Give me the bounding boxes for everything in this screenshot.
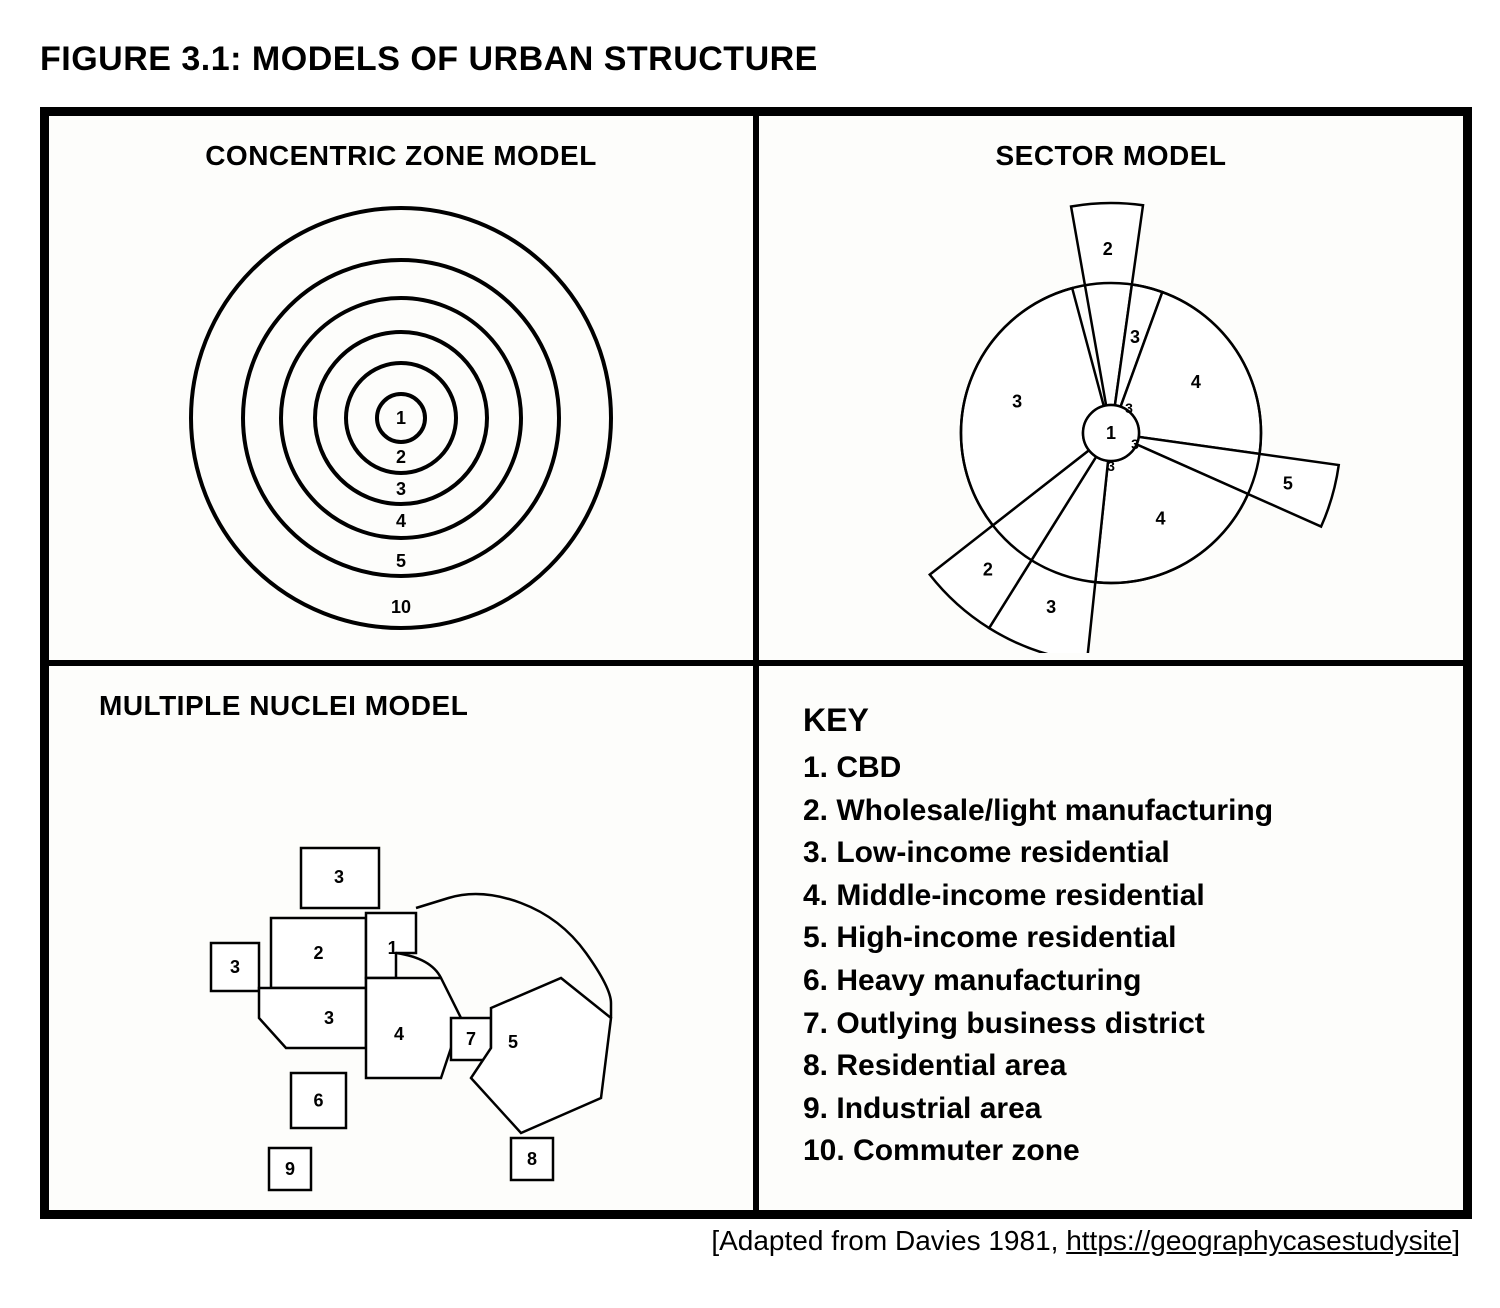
svg-text:1: 1 [396,408,406,428]
svg-text:2: 2 [313,943,323,963]
key-item: 4. Middle-income residential [803,875,1443,918]
sector-diagram: 234543231333 [851,183,1371,653]
key-item: 8. Residential area [803,1045,1443,1088]
key-item: 5. High-income residential [803,917,1443,960]
caption-link[interactable]: https://geographycasestudysite [1066,1225,1452,1256]
svg-text:4: 4 [1191,372,1201,392]
key-item: 2. Wholesale/light manufacturing [803,790,1443,833]
concentric-svg-wrap: 1 2 3 4 5 10 [49,176,753,660]
svg-text:1: 1 [388,938,398,958]
svg-text:5: 5 [1283,474,1293,494]
caption-prefix: [Adapted from Davies 1981, [711,1225,1066,1256]
svg-text:3: 3 [230,957,240,977]
svg-text:3: 3 [1125,400,1133,416]
svg-text:3: 3 [1046,597,1056,617]
key-item: 9. Industrial area [803,1088,1443,1131]
svg-text:4: 4 [396,511,406,531]
svg-text:3: 3 [324,1008,334,1028]
svg-text:3: 3 [334,867,344,887]
figure-caption: [Adapted from Davies 1981, https://geogr… [40,1225,1460,1257]
key-item: 10. Commuter zone [803,1130,1443,1173]
key-item: 6. Heavy manufacturing [803,960,1443,1003]
svg-text:3: 3 [1130,327,1140,347]
svg-text:3: 3 [396,479,406,499]
key-item: 3. Low-income residential [803,832,1443,875]
figure-title: FIGURE 3.1: MODELS OF URBAN STRUCTURE [40,40,1460,79]
svg-text:2: 2 [1103,239,1113,259]
svg-text:1: 1 [1106,423,1116,443]
svg-text:8: 8 [527,1149,537,1169]
svg-text:9: 9 [285,1159,295,1179]
svg-text:5: 5 [508,1032,518,1052]
panel-concentric-title: CONCENTRIC ZONE MODEL [49,140,753,172]
svg-text:3: 3 [1107,458,1115,474]
sector-svg-wrap: 234543231333 [759,176,1463,660]
nuclei-diagram: 3 2 1 3 3 4 7 5 6 9 8 [141,718,661,1213]
concentric-diagram: 1 2 3 4 5 10 [141,183,661,653]
panel-nuclei: MULTIPLE NUCLEI MODEL 32133475698 [46,663,756,1213]
panel-key: KEY 1. CBD2. Wholesale/light manufacturi… [756,663,1466,1213]
svg-text:5: 5 [396,551,406,571]
svg-text:2: 2 [396,447,406,467]
panel-sector: SECTOR MODEL 234543231333 [756,113,1466,663]
key-item: 1. CBD [803,747,1443,790]
panel-concentric: CONCENTRIC ZONE MODEL 1 2 3 4 5 10 [46,113,756,663]
key-item: 7. Outlying business district [803,1003,1443,1046]
svg-text:4: 4 [1155,509,1165,529]
svg-text:7: 7 [466,1029,476,1049]
svg-text:3: 3 [1012,392,1022,412]
nuclei-svg-wrap: 3 2 1 3 3 4 7 5 6 9 8 [49,726,753,1210]
caption-suffix: ] [1452,1225,1460,1256]
key-items: 1. CBD2. Wholesale/light manufacturing3.… [803,747,1443,1173]
svg-text:2: 2 [983,560,993,580]
panel-sector-title: SECTOR MODEL [759,140,1463,172]
key-heading: KEY [803,702,1443,739]
models-grid: CONCENTRIC ZONE MODEL 1 2 3 4 5 10 SECTOR MOD… [40,107,1472,1219]
svg-text:3: 3 [1131,436,1139,452]
svg-text:10: 10 [391,597,411,617]
svg-text:4: 4 [394,1024,404,1044]
svg-text:6: 6 [313,1091,323,1111]
